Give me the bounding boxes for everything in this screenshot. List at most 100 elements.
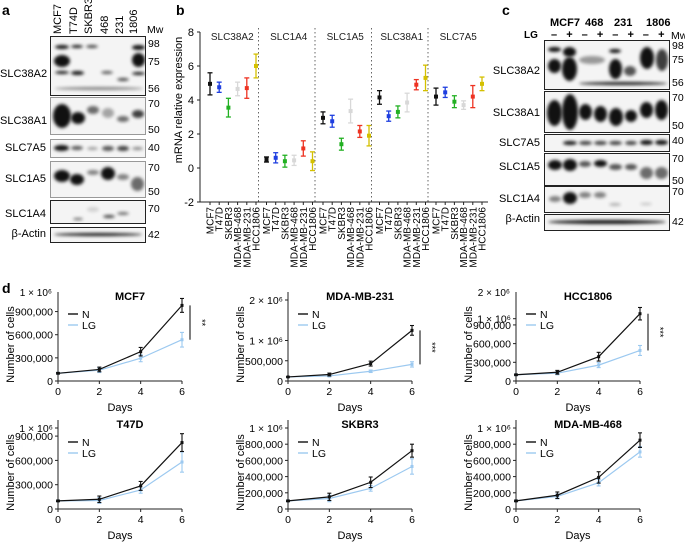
mw-marker: 70	[672, 92, 684, 104]
data-point	[597, 475, 601, 479]
y-tick-label: 1 × 10⁶	[477, 314, 511, 326]
x-axis-label: Days	[565, 402, 591, 414]
data-point	[414, 82, 419, 87]
x-tick-label: T47D	[328, 207, 339, 231]
mw-marker: 70	[148, 98, 160, 110]
data-point	[327, 495, 331, 499]
mw-marker: 50	[148, 124, 160, 136]
y-tick-label: 900,000	[473, 320, 511, 332]
data-point	[235, 86, 240, 91]
y-tick-label: 400,000	[245, 472, 283, 484]
y-tick-label: 2 × 10⁶	[249, 295, 283, 307]
x-tick-label: SKBR3	[224, 207, 235, 240]
treatment-sign: +	[658, 29, 665, 41]
data-point	[301, 146, 306, 151]
y-tick-label: 600,000	[473, 339, 511, 351]
x-tick-label: 0	[285, 514, 291, 526]
x-tick-label: 4	[596, 514, 602, 526]
x-tick-label: 6	[179, 514, 185, 526]
y-axis-label: Number of cells	[5, 434, 17, 511]
significance-label: ***	[655, 327, 665, 338]
group-title: SLC38A2	[211, 32, 254, 43]
data-point	[208, 81, 212, 86]
data-point	[461, 103, 466, 108]
blot-beta-actin	[50, 227, 146, 243]
y-axis-label: Number of cells	[5, 306, 17, 383]
data-point	[217, 85, 222, 90]
group-label: MCF7	[550, 17, 580, 29]
data-point	[310, 159, 315, 164]
data-point	[282, 159, 287, 164]
y-tick-label: 4	[188, 95, 194, 107]
data-point	[410, 328, 414, 332]
x-axis-label: Days	[107, 530, 133, 542]
group-title: SLC1A5	[327, 32, 365, 43]
x-tick-label: 2	[326, 514, 332, 526]
y-tick-label: 0	[277, 376, 283, 388]
data-point	[339, 142, 344, 147]
data-point	[286, 375, 290, 379]
data-point	[139, 356, 143, 360]
panel-c-letter: c	[502, 2, 510, 18]
data-point	[180, 441, 184, 445]
data-point	[369, 369, 373, 373]
mw-marker: 75	[148, 56, 160, 68]
data-point	[638, 348, 642, 352]
significance-label: **	[197, 319, 207, 327]
legend-label: N	[312, 437, 320, 449]
blot-slc7a5	[544, 134, 670, 152]
treatment-label: LG	[524, 30, 538, 41]
y-tick-label: 600,000	[15, 330, 53, 342]
x-tick-label: MDA-MB-468	[459, 207, 470, 268]
data-point	[180, 338, 184, 342]
data-point	[514, 373, 518, 377]
y-tick-label: 200,000	[245, 488, 283, 500]
data-point	[555, 493, 559, 497]
series-line-n	[287, 329, 413, 378]
data-point	[292, 158, 297, 163]
x-tick-label: SKBR3	[280, 207, 291, 240]
series-line-n	[515, 439, 641, 502]
series-line-lg	[287, 363, 413, 378]
x-tick-label: MCF7	[319, 207, 330, 235]
y-tick-label: 0	[277, 504, 283, 516]
data-point	[434, 94, 438, 99]
data-point	[386, 114, 391, 119]
chart-title: MCF7	[115, 291, 145, 303]
x-tick-label: MCF7	[206, 207, 217, 235]
data-point	[395, 109, 400, 114]
y-tick-label: 300,000	[15, 353, 53, 365]
x-axis-label: Days	[565, 530, 591, 542]
mw-marker: 75	[672, 54, 684, 66]
data-point	[480, 81, 484, 86]
y-axis-label: Number of cells	[463, 434, 475, 511]
y-tick-label: 0	[47, 504, 53, 516]
x-tick-label: MDA-MB-468	[233, 207, 244, 268]
data-point	[443, 90, 448, 95]
x-tick-label: SKBR3	[337, 207, 348, 240]
mw-marker: 40	[672, 135, 684, 147]
mw-header: Mw	[671, 30, 685, 42]
x-tick-label: 4	[368, 514, 374, 526]
mw-header: Mw	[147, 24, 164, 36]
series-line-lg	[287, 465, 413, 502]
data-point	[452, 99, 457, 104]
y-tick-label: 8	[188, 27, 194, 39]
data-point	[369, 480, 373, 484]
data-point	[555, 370, 559, 374]
x-tick-label: MDA-MB-231	[242, 207, 253, 268]
x-tick-label: 2	[326, 386, 332, 398]
y-top-label: 2 × 10⁶	[478, 288, 510, 299]
blot-beta-actin	[544, 214, 670, 231]
data-point	[377, 95, 382, 100]
mw-marker: 42	[672, 216, 684, 228]
y-tick-label: 400,000	[473, 472, 511, 484]
y-axis-label: Number of cells	[235, 434, 247, 511]
y-tick-label: 1 × 10⁶	[19, 423, 53, 435]
y-tick-label: 900,000	[15, 307, 53, 319]
y-tick-label: 300,000	[473, 357, 511, 369]
treatment-sign: +	[627, 29, 634, 41]
blot-slc38a2	[50, 36, 146, 96]
blot-label: SLC1A4	[499, 193, 540, 205]
